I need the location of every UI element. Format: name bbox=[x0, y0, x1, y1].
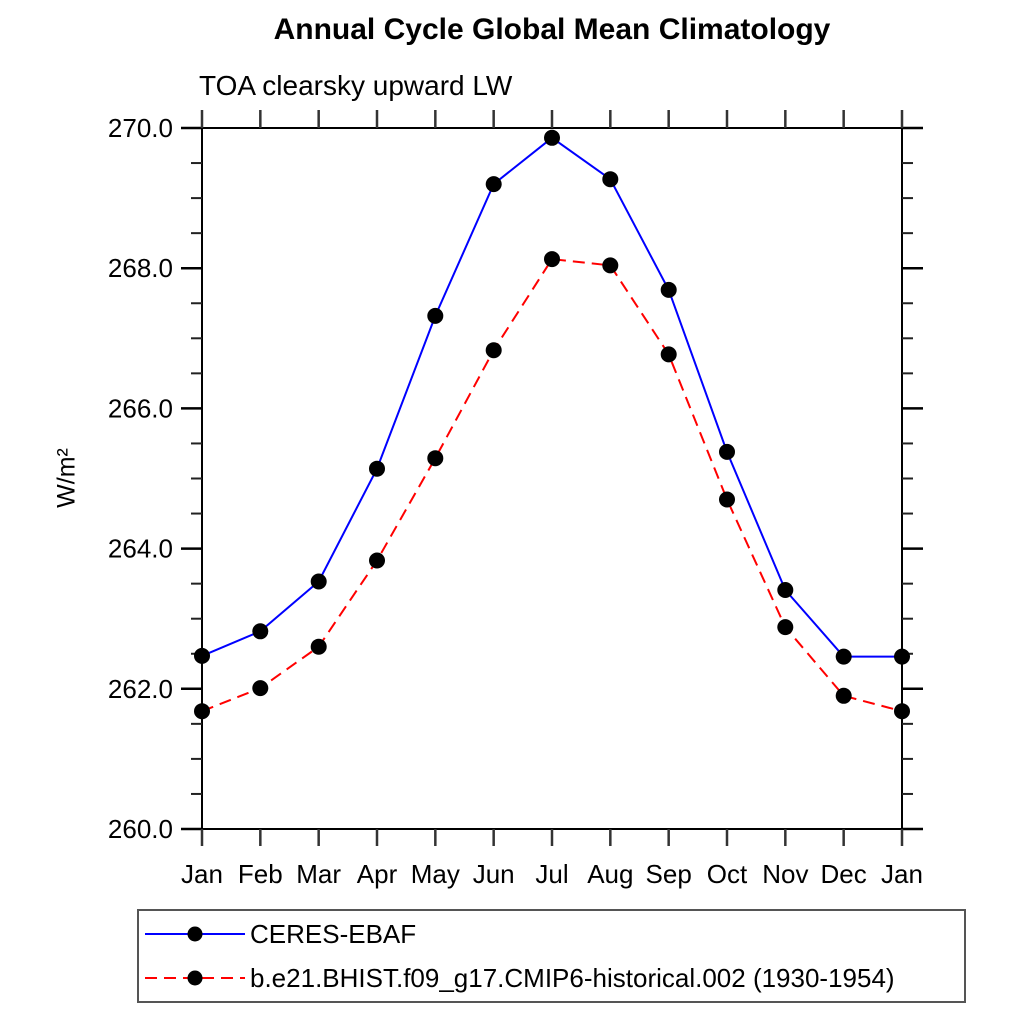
x-tick-label: Nov bbox=[762, 859, 808, 889]
x-tick-label: Apr bbox=[357, 859, 398, 889]
data-point-marker bbox=[835, 687, 852, 704]
data-point-marker bbox=[602, 171, 619, 188]
data-point-marker bbox=[544, 129, 560, 146]
x-tick-label: Mar bbox=[296, 859, 341, 889]
x-tick-label: Aug bbox=[587, 859, 633, 889]
data-point-marker bbox=[310, 638, 327, 655]
data-point-marker bbox=[660, 281, 677, 298]
data-point-marker bbox=[835, 648, 852, 665]
x-tick-label: Oct bbox=[707, 859, 748, 889]
data-point-marker bbox=[777, 582, 794, 598]
x-tick-label: May bbox=[411, 859, 460, 889]
y-tick-label: 268.0 bbox=[108, 253, 173, 283]
data-point-marker bbox=[544, 251, 560, 268]
legend-solid-line-icon bbox=[145, 926, 245, 942]
data-point-marker bbox=[427, 307, 444, 324]
x-tick-label: Jan bbox=[181, 859, 223, 889]
data-point-marker bbox=[894, 648, 910, 665]
chart-title: Annual Cycle Global Mean Climatology bbox=[273, 13, 831, 46]
data-point-marker bbox=[369, 552, 385, 569]
data-point-marker bbox=[310, 573, 327, 590]
data-point-marker bbox=[252, 680, 269, 697]
x-tick-label: Feb bbox=[238, 859, 283, 889]
chart-subtitle: TOA clearsky upward LW bbox=[199, 70, 513, 101]
series-line-1 bbox=[201, 258, 903, 713]
legend-item: b.e21.BHIST.f09_g17.CMIP6-historical.002… bbox=[142, 957, 964, 999]
data-point-marker bbox=[369, 460, 385, 477]
legend-dashed-line-icon bbox=[145, 970, 245, 986]
y-tick-label: 262.0 bbox=[108, 674, 173, 704]
data-point-marker bbox=[427, 450, 444, 467]
y-tick-label: 264.0 bbox=[108, 534, 173, 564]
data-point-marker bbox=[602, 257, 619, 274]
x-tick-label: Sep bbox=[646, 859, 692, 889]
legend-box: CERES-EBAF b.e21.BHIST.f09_g17.CMIP6-his… bbox=[137, 909, 966, 1003]
y-tick-label: 266.0 bbox=[108, 393, 173, 423]
legend-item: CERES-EBAF bbox=[142, 913, 964, 955]
y-tick-label: 270.0 bbox=[108, 113, 173, 143]
x-tick-label: Jul bbox=[535, 859, 568, 889]
data-point-marker bbox=[719, 443, 735, 460]
data-point-marker bbox=[194, 703, 210, 720]
data-point-marker bbox=[485, 342, 502, 359]
data-point-marker bbox=[194, 647, 210, 664]
x-tick-label: Jun bbox=[473, 859, 515, 889]
x-tick-label: Dec bbox=[821, 859, 867, 889]
series-line-0 bbox=[201, 136, 902, 658]
data-point-marker bbox=[660, 346, 677, 363]
legend-label: CERES-EBAF bbox=[250, 918, 417, 949]
data-point-marker bbox=[485, 176, 502, 193]
data-point-marker bbox=[777, 619, 794, 636]
y-tick-label: 260.0 bbox=[108, 814, 173, 844]
data-point-marker bbox=[252, 623, 269, 640]
x-tick-label: Jan bbox=[881, 859, 923, 889]
legend-label: b.e21.BHIST.f09_g17.CMIP6-historical.002… bbox=[250, 962, 895, 993]
plot-frame bbox=[201, 127, 903, 830]
data-point-marker bbox=[719, 491, 735, 508]
data-point-marker bbox=[894, 703, 910, 720]
